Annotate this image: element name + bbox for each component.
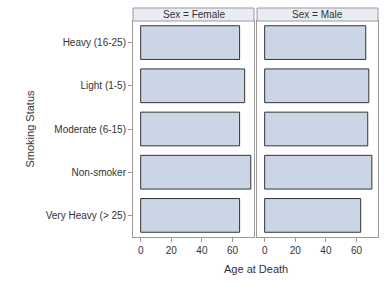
svg-text:Light (1-5): Light (1-5) <box>80 80 126 91</box>
svg-text:0: 0 <box>262 245 268 256</box>
svg-text:Non-smoker: Non-smoker <box>72 167 127 178</box>
svg-text:20: 20 <box>290 245 302 256</box>
svg-text:60: 60 <box>351 245 363 256</box>
svg-text:Very Heavy (> 25): Very Heavy (> 25) <box>46 210 126 221</box>
svg-text:60: 60 <box>227 245 239 256</box>
svg-text:0: 0 <box>138 245 144 256</box>
svg-text:Sex = Female: Sex = Female <box>163 9 225 20</box>
svg-text:Age at Death: Age at Death <box>224 263 288 275</box>
svg-text:Sex = Male: Sex = Male <box>292 9 343 20</box>
svg-text:20: 20 <box>166 245 178 256</box>
svg-text:Heavy (16-25): Heavy (16-25) <box>63 37 126 48</box>
svg-text:40: 40 <box>320 245 332 256</box>
svg-text:Smoking Status: Smoking Status <box>24 90 36 168</box>
svg-text:Moderate (6-15): Moderate (6-15) <box>54 124 126 135</box>
svg-text:40: 40 <box>196 245 208 256</box>
